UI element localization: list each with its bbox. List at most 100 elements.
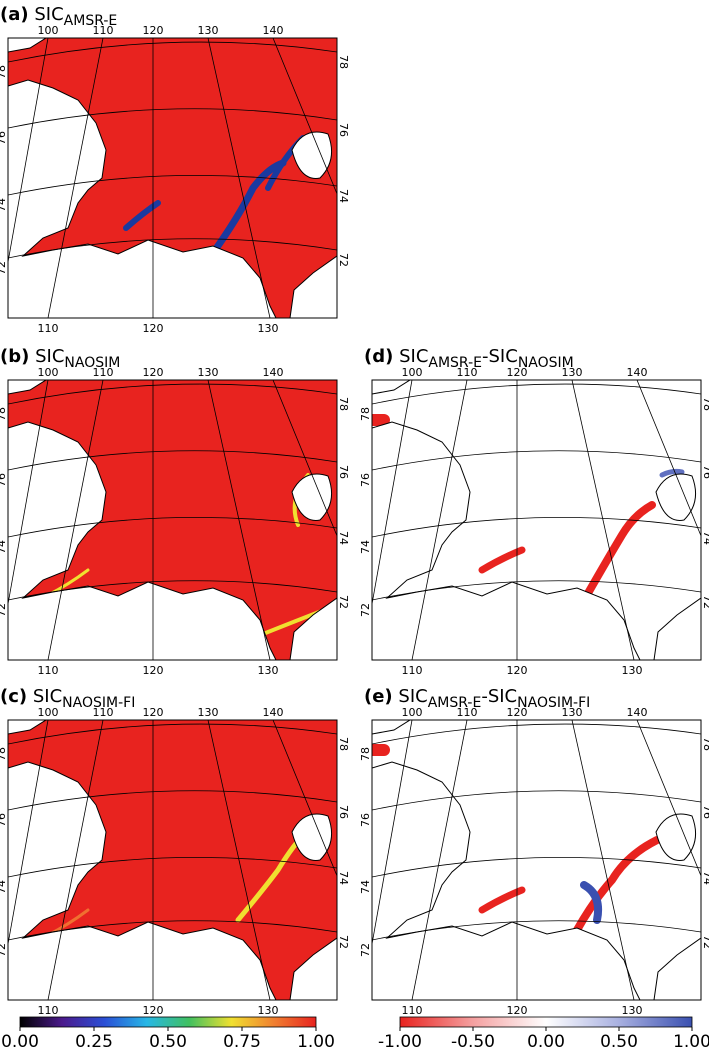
map-frame bbox=[371, 379, 702, 661]
panel-label: (b) bbox=[0, 346, 29, 367]
latitude-line bbox=[8, 383, 337, 405]
latitude-line bbox=[8, 580, 337, 601]
longitude-line bbox=[207, 720, 271, 1000]
lat-label: 72 bbox=[359, 943, 372, 957]
lon-label: 140 bbox=[627, 366, 648, 379]
colorbar-tick-label: 0.50 bbox=[600, 1032, 638, 1052]
panel-label: (e) bbox=[364, 686, 393, 707]
lat-label: 72 bbox=[337, 253, 350, 267]
lat-label: 76 bbox=[0, 813, 8, 827]
land bbox=[289, 255, 337, 318]
title-text: -SIC bbox=[481, 686, 517, 707]
land bbox=[655, 473, 697, 521]
map bbox=[8, 38, 337, 318]
land bbox=[653, 597, 701, 660]
lon-label: 130 bbox=[258, 322, 279, 335]
lat-label: 76 bbox=[337, 805, 350, 819]
lon-label: 110 bbox=[38, 1004, 59, 1017]
latitude-line bbox=[372, 580, 701, 601]
longitude-line bbox=[411, 720, 468, 1000]
latitude-line bbox=[372, 723, 701, 745]
lon-label: 130 bbox=[258, 1004, 279, 1017]
map-panel: 100 110 120 130 140 110 120 130 78 76 74 72 78 76 74 72… bbox=[0, 4, 350, 335]
latitude-line bbox=[8, 920, 337, 941]
lat-label: 72 bbox=[701, 595, 709, 609]
panel-title: (c) SICNAOSIM-FI​ bbox=[0, 686, 135, 711]
ice-feature bbox=[580, 881, 603, 924]
lon-label: 120 bbox=[143, 664, 164, 677]
latitude-line bbox=[8, 857, 337, 878]
lon-label: 130 bbox=[562, 706, 583, 719]
lat-label: 78 bbox=[0, 407, 8, 421]
title-subscript: NAOSIM-FI bbox=[517, 695, 590, 711]
panel-label: (d) bbox=[364, 346, 393, 367]
lat-label: 74 bbox=[359, 540, 372, 554]
land bbox=[8, 79, 277, 318]
map-frame bbox=[7, 37, 338, 319]
ice-feature bbox=[583, 501, 656, 599]
lat-label: 72 bbox=[0, 261, 8, 275]
title-subscript: NAOSIM-FI bbox=[62, 695, 135, 711]
lon-label: 100 bbox=[38, 24, 59, 37]
land bbox=[289, 937, 337, 1000]
latitude-line bbox=[8, 238, 337, 259]
title-text: SIC bbox=[34, 4, 63, 25]
colorbar-tick-label: 0.25 bbox=[75, 1032, 113, 1052]
lon-label: 130 bbox=[198, 24, 219, 37]
lat-label: 74 bbox=[701, 531, 709, 545]
title-text: SIC bbox=[399, 346, 428, 367]
lon-label: 100 bbox=[402, 366, 423, 379]
lon-label: 100 bbox=[38, 366, 59, 379]
lat-label: 72 bbox=[359, 603, 372, 617]
colorbar bbox=[19, 1016, 317, 1028]
lat-label: 78 bbox=[0, 747, 8, 761]
latitude-line bbox=[8, 517, 337, 538]
land bbox=[8, 421, 277, 660]
longitude-line bbox=[272, 380, 337, 537]
lon-label: 130 bbox=[622, 664, 643, 677]
lon-label: 140 bbox=[263, 706, 284, 719]
land bbox=[655, 813, 697, 861]
lon-label: 120 bbox=[507, 366, 528, 379]
lat-label: 76 bbox=[337, 465, 350, 479]
panel-title: (d) SICAMSR-E​-SICNAOSIM​ bbox=[364, 346, 574, 371]
longitude-line bbox=[372, 720, 413, 947]
lat-label: 72 bbox=[701, 935, 709, 949]
lat-label: 76 bbox=[337, 123, 350, 137]
lon-label: 140 bbox=[263, 366, 284, 379]
lon-label: 120 bbox=[143, 1004, 164, 1017]
lat-label: 76 bbox=[0, 131, 8, 145]
lat-label: 78 bbox=[701, 397, 709, 411]
colorbar-tick-label: -1.00 bbox=[378, 1032, 422, 1052]
longitude-line bbox=[47, 720, 104, 1000]
longitude-line bbox=[636, 380, 701, 537]
map bbox=[372, 380, 701, 660]
map-panel: 100 110 120 130 140 110 120 130 78 76 74 72 78 76 74 72… bbox=[0, 346, 350, 677]
title-subscript: AMSR-E bbox=[428, 355, 482, 371]
longitude-line bbox=[8, 720, 49, 947]
lon-label: 130 bbox=[198, 366, 219, 379]
map-frame bbox=[371, 719, 702, 1001]
lon-label: 140 bbox=[627, 706, 648, 719]
longitude-line bbox=[47, 380, 104, 660]
title-subscript: AMSR-E bbox=[64, 13, 118, 29]
lat-label: 78 bbox=[337, 397, 350, 411]
lon-label: 120 bbox=[143, 366, 164, 379]
land bbox=[372, 761, 641, 1000]
land bbox=[653, 937, 701, 1000]
ice-feature bbox=[659, 468, 685, 478]
panel-title: (a) SICAMSR-E​ bbox=[0, 4, 117, 29]
panel-label: (c) bbox=[0, 686, 27, 707]
latitude-line bbox=[8, 41, 337, 63]
latitude-line bbox=[372, 920, 701, 941]
longitude-line bbox=[571, 720, 635, 1000]
map bbox=[372, 720, 701, 1000]
map-panel: 100 110 120 130 140 110 120 130 78 76 74 72 78 76 74 72… bbox=[359, 686, 709, 1017]
latitude-line bbox=[8, 175, 337, 196]
lon-label: 130 bbox=[562, 366, 583, 379]
land bbox=[8, 761, 277, 1000]
land bbox=[8, 38, 47, 53]
lon-label: 110 bbox=[38, 664, 59, 677]
longitude-line bbox=[8, 38, 49, 265]
